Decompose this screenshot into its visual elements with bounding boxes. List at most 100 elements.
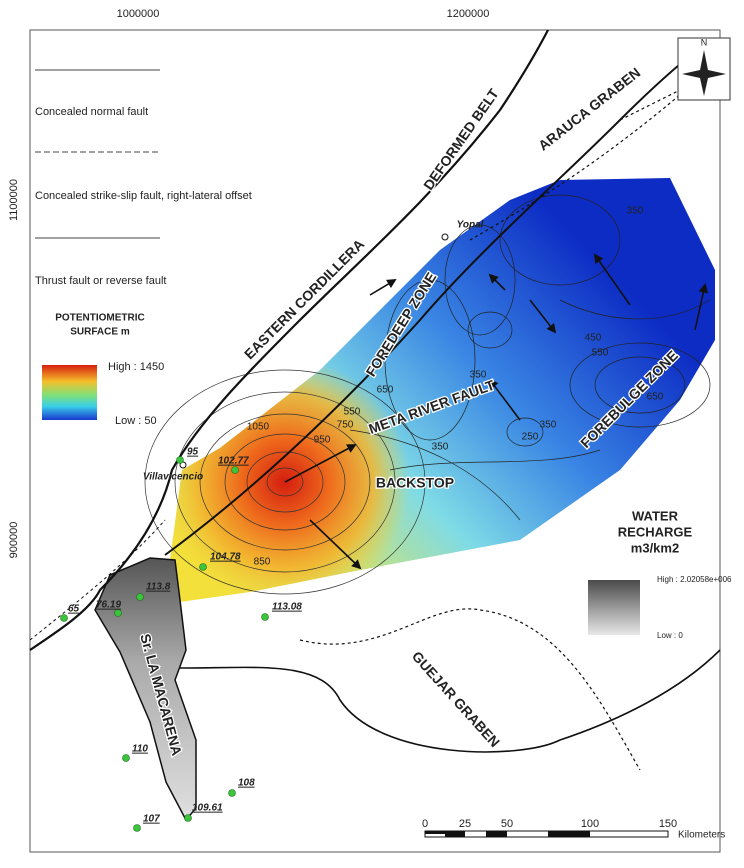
contour-line (349, 429, 521, 521)
contour-line (506, 417, 544, 447)
well (133, 824, 141, 832)
well (114, 609, 122, 617)
well (231, 466, 239, 474)
flow-arrow (309, 519, 362, 570)
legend-label: Thrust fault or reverse fault (35, 275, 166, 287)
fault-line (164, 39, 711, 556)
scale-unit: Kilometers (678, 830, 725, 841)
legend-label: Concealed normal fault (35, 106, 148, 118)
well (184, 814, 192, 822)
well (228, 789, 236, 797)
well-label: 108 (238, 778, 255, 789)
well (261, 613, 269, 621)
region-label: BACKSTOP (376, 475, 454, 491)
scale-segment (486, 831, 507, 837)
coordinate-label: 900000 (8, 522, 20, 559)
well-label: 113.8 (146, 582, 171, 593)
gray-ramp (588, 580, 640, 635)
fault-line (179, 649, 721, 753)
contour-line (199, 413, 371, 551)
contour-label: 650 (377, 385, 394, 396)
flow-arrow (369, 279, 397, 296)
scale-label: 50 (501, 818, 513, 830)
contour-label: 950 (314, 435, 331, 446)
legend-high: High : 1450 (108, 361, 164, 373)
well (176, 456, 184, 464)
legend-title: RECHARGE (618, 524, 693, 539)
scale-segment (425, 831, 445, 834)
flow-arrow (593, 253, 631, 306)
city-marker (441, 233, 449, 241)
la-macarena (94, 557, 197, 822)
legend-title: POTENTIOMETRIC (55, 313, 144, 324)
contour-line (389, 449, 601, 471)
legend-low: Low : 50 (115, 415, 157, 427)
scale-label: 25 (459, 818, 471, 830)
contour-label: 450 (585, 333, 602, 344)
well (199, 563, 207, 571)
well-label: 107 (143, 814, 160, 825)
coordinate-label: 1100000 (8, 179, 20, 221)
contour-line (594, 356, 686, 414)
coordinate-label: 1200000 (447, 8, 490, 20)
city-label: Villavicencio (143, 472, 203, 483)
flow-arrow (488, 273, 506, 291)
potentiometric-high (170, 178, 715, 602)
well-label: 76.19 (96, 600, 121, 611)
flow-arrow (488, 378, 521, 421)
flow-arrow (284, 444, 357, 483)
legend-title: WATER (632, 508, 679, 523)
contour-line (384, 279, 476, 441)
well (122, 754, 130, 762)
fault-line (29, 29, 549, 651)
well-label: 102.77 (218, 456, 249, 467)
color-ramp (42, 365, 97, 420)
north-star (682, 50, 726, 96)
contour-label: 350 (540, 420, 557, 431)
contour-label: 650 (647, 392, 664, 403)
well-label: 104.78 (210, 552, 241, 563)
contour-line (559, 299, 711, 320)
flow-arrow (694, 283, 709, 331)
scale-label: 100 (581, 818, 599, 830)
well (136, 593, 144, 601)
contour-label: 550 (344, 407, 361, 418)
well-label: 65 (68, 604, 80, 615)
well-label: 110 (132, 744, 148, 755)
legend-low: Low : 0 (657, 631, 683, 640)
well-label: 95 (187, 447, 199, 458)
scale-segment (445, 831, 465, 837)
contour-label: 750 (337, 420, 354, 431)
well-label: 113.08 (272, 602, 302, 613)
legend-title: m3/km2 (631, 540, 679, 555)
legend-label: Concealed strike-slip fault, right-later… (35, 190, 252, 202)
coordinate-label: 1000000 (117, 8, 160, 20)
contour-label: 550 (592, 348, 609, 359)
contour-label: 350 (470, 370, 487, 381)
scale-label: 150 (659, 818, 677, 830)
contour-line (499, 194, 621, 286)
contour-line (467, 311, 513, 349)
legend-title: SURFACE m (70, 327, 130, 338)
contour-label: 850 (254, 557, 271, 568)
north-label: N (701, 37, 708, 47)
scale-segment (548, 831, 590, 837)
contour-line (569, 342, 711, 428)
contour-line (174, 391, 396, 573)
contour-label: 350 (432, 442, 449, 453)
contour-label: 250 (522, 432, 539, 443)
contour-line (266, 467, 304, 497)
contour-line (246, 451, 324, 513)
contour-line (144, 369, 426, 595)
well (60, 614, 68, 622)
well-label: 109.61 (192, 803, 223, 814)
city-label: Yopal (457, 220, 484, 231)
contour-line (444, 224, 516, 336)
contour-label: 350 (627, 206, 644, 217)
scale-label: 0 (422, 818, 428, 830)
flow-arrow (529, 299, 557, 334)
contour-line (224, 433, 346, 531)
contour-label: 1050 (247, 422, 270, 433)
legend-high: High : 2.02058e+006 (657, 575, 732, 584)
